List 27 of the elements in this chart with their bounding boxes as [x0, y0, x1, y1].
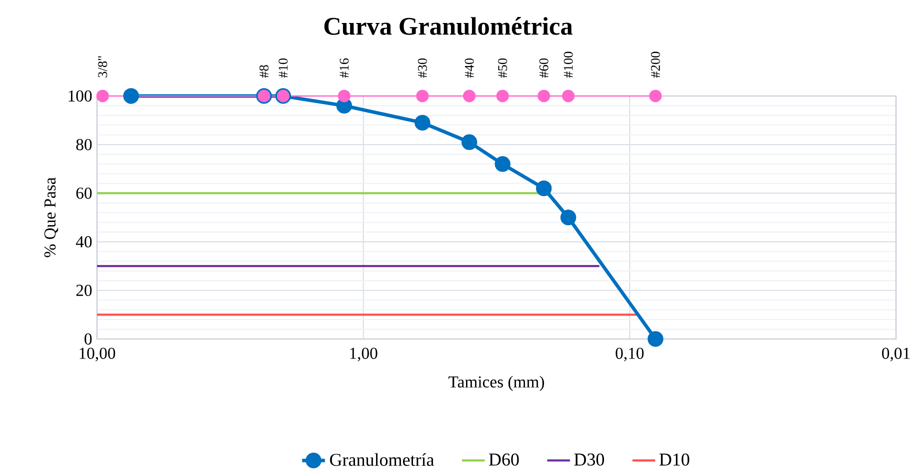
x-axis-title: Tamices (mm) — [448, 376, 544, 391]
y-tick-label: 80 — [76, 138, 92, 150]
y-tick-label: 0 — [84, 333, 92, 345]
annotation: #30 — [418, 58, 427, 78]
legend-label: D10 — [659, 453, 690, 466]
annotation: #100 — [564, 52, 573, 78]
x-tick-label: 1,00 — [350, 348, 378, 362]
annotation: #10 — [278, 58, 288, 78]
annotation: #40 — [464, 58, 474, 78]
annotation: #200 — [650, 52, 660, 78]
annotation: 3/8" — [98, 56, 108, 78]
legend-label: Granulometría — [330, 453, 434, 466]
legend-label: D60 — [489, 453, 519, 466]
y-tick-label: 60 — [76, 188, 92, 199]
legend-label: D30 — [574, 453, 604, 466]
annotation: #50 — [498, 58, 508, 78]
y-tick-label: 100 — [68, 90, 92, 102]
annotation: #16 — [340, 58, 349, 78]
x-tick-label: 10,00 — [80, 348, 116, 362]
chart-title: Curva Granulométrica — [324, 17, 573, 35]
x-tick-label: 0,01 — [882, 348, 910, 362]
y-tick-label: 20 — [76, 284, 92, 296]
annotation: #60 — [539, 58, 548, 78]
y-tick-label: 40 — [76, 236, 92, 248]
y-axis-title: % Que Pasa — [44, 177, 58, 258]
annotation: #8 — [260, 65, 269, 78]
x-tick-label: 0,10 — [616, 348, 644, 362]
